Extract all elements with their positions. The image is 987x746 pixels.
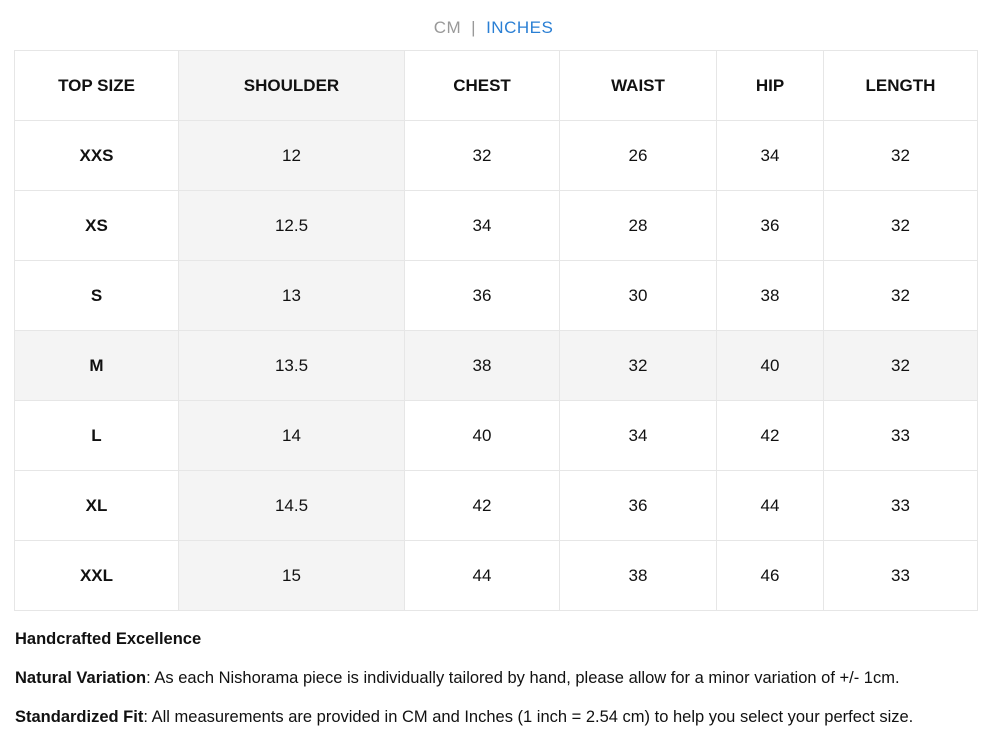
measurement-cell: 42 bbox=[716, 400, 824, 471]
measurement-cell: 38 bbox=[716, 260, 824, 331]
measurement-cell: 32 bbox=[404, 120, 560, 191]
unit-option[interactable]: INCHES bbox=[486, 18, 554, 37]
note-text: : As each Nishorama piece is individuall… bbox=[146, 669, 900, 687]
table-row: XL 14.5 42 36 44 33 bbox=[14, 470, 978, 541]
table-body: XXS 12 32 26 34 32 XS 12.5 34 28 36 32 S 13 36 30 38 32 M 1… bbox=[14, 120, 978, 611]
measurement-cell: 44 bbox=[716, 470, 824, 541]
measurement-cell: 14.5 bbox=[178, 470, 405, 541]
size-label: L bbox=[14, 400, 179, 471]
column-header: CHEST bbox=[404, 50, 560, 121]
measurement-cell: 30 bbox=[559, 260, 717, 331]
table-row: S 13 36 30 38 32 bbox=[14, 260, 978, 331]
measurement-cell: 32 bbox=[823, 120, 978, 191]
measurement-cell: 40 bbox=[716, 330, 824, 401]
header-row: TOP SIZE SHOULDER CHEST WAIST HIP LENGTH bbox=[14, 50, 978, 121]
measurement-cell: 34 bbox=[559, 400, 717, 471]
size-label: XS bbox=[14, 190, 179, 261]
measurement-cell: 15 bbox=[178, 540, 405, 611]
measurement-cell: 34 bbox=[404, 190, 560, 261]
column-header: HIP bbox=[716, 50, 824, 121]
size-label: XXS bbox=[14, 120, 179, 191]
column-header: WAIST bbox=[559, 50, 717, 121]
measurement-cell: 34 bbox=[716, 120, 824, 191]
measurement-cell: 33 bbox=[823, 400, 978, 471]
measurement-cell: 13 bbox=[178, 260, 405, 331]
size-label: S bbox=[14, 260, 179, 331]
measurement-cell: 36 bbox=[716, 190, 824, 261]
measurement-cell: 32 bbox=[823, 330, 978, 401]
size-label: XXL bbox=[14, 540, 179, 611]
note-label: Standardized Fit bbox=[15, 708, 144, 726]
table-row: XS 12.5 34 28 36 32 bbox=[14, 190, 978, 261]
size-label: XL bbox=[14, 470, 179, 541]
measurement-cell: 13.5 bbox=[178, 330, 405, 401]
measurement-cell: 12 bbox=[178, 120, 405, 191]
measurement-cell: 12.5 bbox=[178, 190, 405, 261]
note-text: : All measurements are provided in CM an… bbox=[143, 708, 914, 726]
measurement-cell: 36 bbox=[404, 260, 560, 331]
table-row: XXS 12 32 26 34 32 bbox=[14, 120, 978, 191]
size-table: TOP SIZE SHOULDER CHEST WAIST HIP LENGTH XXS 1… bbox=[14, 50, 978, 611]
measurement-cell: 44 bbox=[404, 540, 560, 611]
notes-heading: Handcrafted Excellence bbox=[15, 630, 202, 648]
notes: Handcrafted Excellence Natural Variation… bbox=[15, 629, 985, 746]
column-header: SHOULDER bbox=[178, 50, 405, 121]
column-header: TOP SIZE bbox=[14, 50, 179, 121]
measurement-cell: 28 bbox=[559, 190, 717, 261]
measurement-cell: 32 bbox=[823, 260, 978, 331]
measurement-cell: 14 bbox=[178, 400, 405, 471]
measurement-cell: 32 bbox=[559, 330, 717, 401]
table-row: XXL 15 44 38 46 33 bbox=[14, 540, 978, 611]
measurement-cell: 26 bbox=[559, 120, 717, 191]
table-row: L 14 40 34 42 33 bbox=[14, 400, 978, 471]
note-label: Natural Variation bbox=[15, 669, 147, 687]
measurement-cell: 40 bbox=[404, 400, 560, 471]
table-row: M 13.5 38 32 40 32 bbox=[14, 330, 978, 401]
measurement-cell: 38 bbox=[559, 540, 717, 611]
measurement-cell: 38 bbox=[404, 330, 560, 401]
unit-option[interactable]: CM bbox=[433, 18, 462, 37]
column-header: LENGTH bbox=[823, 50, 978, 121]
separator: | bbox=[471, 18, 477, 37]
measurement-cell: 32 bbox=[823, 190, 978, 261]
measurement-cell: 42 bbox=[404, 470, 560, 541]
measurement-cell: 33 bbox=[823, 470, 978, 541]
measurement-cell: 46 bbox=[716, 540, 824, 611]
size-label: M bbox=[14, 330, 179, 401]
unit-toggle: CM | INCHES bbox=[0, 18, 987, 38]
note: Natural Variation: As each Nishorama pie… bbox=[15, 668, 985, 688]
measurement-cell: 36 bbox=[559, 470, 717, 541]
note: Standardized Fit: All measurements are p… bbox=[15, 707, 985, 727]
measurement-cell: 33 bbox=[823, 540, 978, 611]
